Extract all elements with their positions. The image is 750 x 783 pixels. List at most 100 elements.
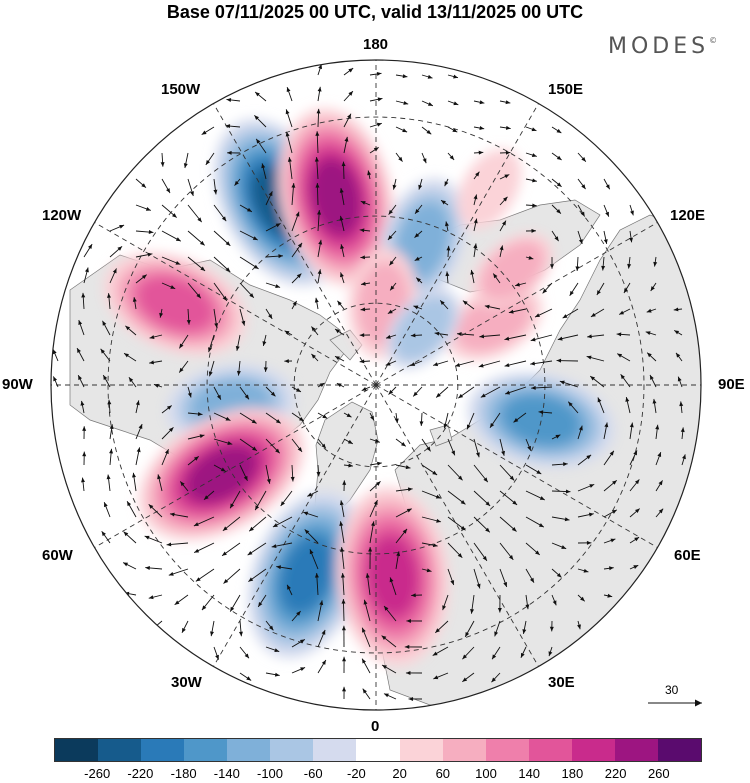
- wind-arrow: [456, 332, 475, 337]
- wind-arrow: [316, 108, 321, 128]
- wind-arrow: [77, 374, 85, 388]
- wind-arrow: [499, 125, 511, 130]
- wind-arrow: [361, 658, 371, 674]
- wind-arrow: [413, 305, 423, 310]
- wind-arrow: [369, 122, 382, 128]
- wind-arrow: [262, 334, 267, 347]
- meridian-line: [206, 384, 377, 678]
- wind-arrow: [317, 382, 325, 388]
- wind-arrow: [531, 385, 553, 390]
- wind-arrow: [421, 100, 434, 107]
- wind-arrow: [550, 256, 555, 269]
- wind-arrow: [161, 204, 178, 218]
- wind-arrow: [548, 646, 553, 657]
- wind-arrow: [311, 326, 319, 336]
- wind-arrow: [473, 171, 480, 180]
- meridian-line: [83, 384, 377, 555]
- negative-anomaly-contour: [395, 202, 450, 281]
- wind-arrow: [590, 308, 605, 318]
- colorbar-tick-label: 220: [604, 766, 627, 781]
- wind-arrow: [229, 490, 241, 509]
- wind-arrow: [336, 382, 345, 388]
- wind-arrow: [389, 577, 397, 596]
- wind-arrow: [411, 593, 423, 598]
- wind-arrow: [499, 490, 518, 506]
- wind-arrow: [341, 598, 346, 622]
- wind-arrow: [387, 230, 397, 241]
- wind-arrow: [135, 274, 147, 284]
- wind-arrow: [304, 529, 319, 544]
- wind-arrow: [623, 282, 631, 294]
- wind-arrow: [473, 542, 488, 562]
- wind-arrow: [421, 464, 438, 476]
- wind-arrow: [385, 360, 397, 366]
- wind-arrow: [577, 483, 595, 492]
- wind-arrow: [107, 399, 112, 414]
- colorbar-bin: [227, 739, 271, 761]
- wind-arrow: [414, 256, 423, 261]
- wind-arrow: [504, 360, 527, 368]
- wind-arrow: [577, 178, 586, 190]
- wind-arrow: [226, 97, 241, 102]
- wind-arrow: [135, 252, 153, 258]
- wind-arrow: [587, 334, 605, 339]
- wind-arrow: [257, 594, 267, 608]
- meridian-line: [83, 215, 377, 386]
- map-title: Base 07/11/2025 00 UTC, valid 13/11/2025…: [166, 2, 584, 22]
- wind-arrow: [627, 256, 632, 269]
- wind-arrow: [314, 297, 319, 310]
- wind-arrow: [317, 412, 328, 419]
- wind-arrow: [276, 565, 293, 570]
- wind-arrow: [439, 300, 449, 310]
- wind-arrow: [383, 605, 397, 622]
- wind-arrow: [187, 204, 203, 223]
- wind-arrow: [291, 610, 301, 622]
- wind-arrow: [193, 516, 215, 527]
- wind-arrow: [677, 376, 683, 388]
- wind-arrow: [265, 386, 276, 397]
- wind-arrow: [421, 126, 432, 135]
- wind-arrow: [81, 292, 86, 310]
- wind-arrow: [551, 594, 557, 606]
- wind-arrow: [525, 228, 537, 233]
- polar-map: [50, 59, 702, 711]
- wind-arrow: [265, 672, 280, 677]
- wind-arrow: [525, 568, 535, 583]
- lon-label-120e: 120E: [670, 207, 706, 224]
- positive-anomaly-contour: [480, 240, 545, 301]
- wind-arrow: [261, 163, 267, 180]
- wind-arrow: [525, 126, 537, 132]
- wind-arrow: [525, 516, 545, 528]
- wind-arrow: [239, 386, 250, 400]
- wind-arrow: [168, 568, 189, 576]
- wind-arrow: [480, 386, 501, 398]
- wind-arrow: [525, 203, 537, 208]
- wind-arrow: [629, 479, 640, 492]
- wind-arrow: [316, 464, 321, 477]
- wind-arrow: [128, 376, 137, 388]
- wind-arrow: [491, 646, 501, 660]
- colorbar-bin: [184, 739, 228, 761]
- wind-arrow: [102, 320, 111, 336]
- wind-arrow: [83, 243, 93, 258]
- wind-arrow: [239, 256, 259, 270]
- wind-arrow: [187, 178, 194, 197]
- wind-arrow: [284, 330, 293, 336]
- wind-arrow: [629, 422, 634, 440]
- wind-arrow: [174, 594, 189, 606]
- wind-arrow: [291, 211, 300, 232]
- wind-arrow: [551, 204, 562, 214]
- wind-arrow: [473, 516, 491, 533]
- wind-arrow: [470, 269, 475, 284]
- wind-arrow: [499, 150, 511, 155]
- wind-arrow: [145, 565, 163, 570]
- wind-arrow: [201, 594, 215, 611]
- wind-arrow: [455, 360, 475, 367]
- wind-arrow: [317, 64, 323, 76]
- wind-arrow: [343, 463, 354, 468]
- wind-arrow: [473, 243, 478, 258]
- positive-anomaly-contour: [367, 536, 418, 617]
- wind-arrow: [213, 308, 219, 328]
- wind-arrow: [340, 547, 345, 570]
- colorbar-bin: [571, 739, 615, 761]
